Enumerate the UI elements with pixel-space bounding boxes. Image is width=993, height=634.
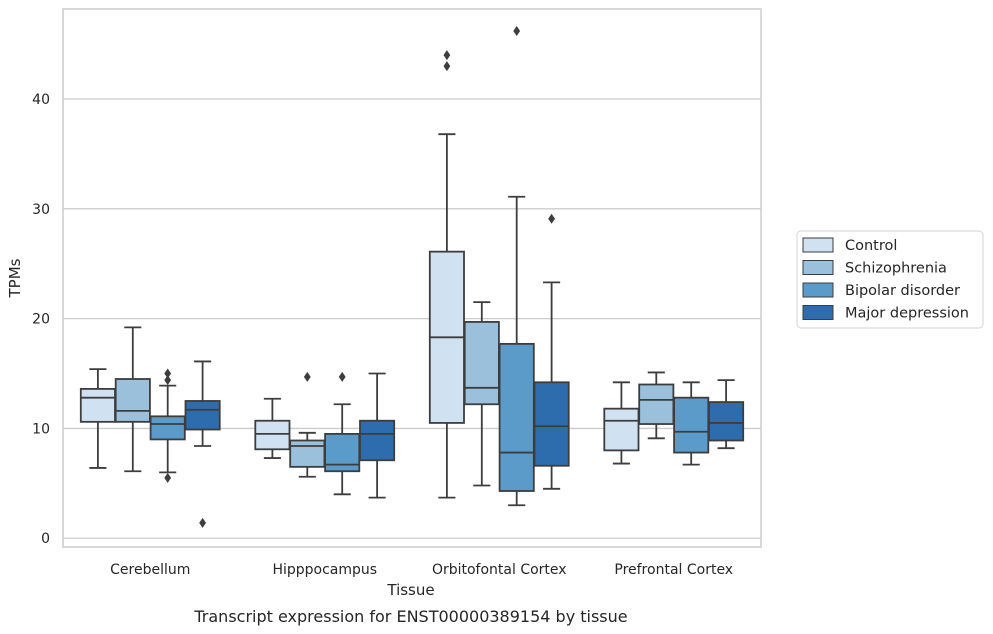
plot-frame	[62, 8, 762, 548]
legend: Control Schizophrenia Bipolar disorder Majo…	[796, 230, 984, 329]
outlier-point-bipolar-disorder	[164, 375, 172, 386]
box-group-prefrontal-cortex	[603, 371, 745, 466]
box-bipolar-disorder	[149, 415, 186, 441]
box-group-hipppocampus	[254, 371, 396, 499]
box-major-depression	[533, 381, 570, 467]
box-groups	[79, 25, 745, 528]
box-bipolar-disorder	[324, 433, 361, 473]
outlier-point-bipolar-disorder	[338, 371, 346, 382]
outlier-point-bipolar-disorder	[513, 25, 521, 36]
box-control	[79, 387, 116, 423]
legend-item-major-depression: Major depression	[802, 305, 969, 322]
x-tick-label-prefrontal-cortex: Prefrontal Cortex	[614, 562, 733, 578]
legend-swatch	[802, 282, 834, 298]
outlier-point-control	[443, 61, 451, 72]
box-control	[603, 407, 640, 452]
box-schizophrenia	[114, 378, 151, 423]
outlier-point-schizophrenia	[303, 371, 311, 382]
x-tick-label-orbitofontal-cortex: Orbitofontal Cortex	[432, 562, 567, 578]
y-tick-label: 0	[41, 531, 50, 547]
box-schizophrenia	[638, 383, 675, 425]
box-schizophrenia	[463, 321, 500, 406]
legend-item-bipolar-disorder: Bipolar disorder	[802, 282, 960, 299]
y-tick-label: 10	[32, 421, 50, 437]
legend-label: Schizophrenia	[845, 261, 947, 277]
box-control	[254, 419, 291, 451]
legend-frame	[796, 230, 984, 329]
legend-item-schizophrenia: Schizophrenia	[802, 260, 947, 277]
outlier-point-bipolar-disorder	[164, 472, 172, 483]
box-major-depression	[184, 400, 221, 431]
y-tick-label: 20	[32, 312, 50, 328]
y-axis-label: TPMs	[6, 258, 24, 298]
outlier-point-control	[443, 50, 451, 61]
outlier-point-major-depression	[548, 213, 555, 224]
legend-item-control: Control	[802, 237, 897, 254]
outlier-point-bipolar-disorder	[164, 368, 172, 379]
y-tick-labels: 0 10 20 30 40	[32, 92, 50, 547]
outlier-point-major-depression	[199, 517, 206, 528]
box-bipolar-disorder	[673, 396, 710, 454]
box-major-depression	[359, 419, 396, 462]
chart-caption: Transcript expression for ENST0000038915…	[193, 607, 627, 626]
y-tick-label: 40	[32, 92, 50, 108]
legend-label: Control	[845, 238, 897, 254]
box-schizophrenia	[289, 439, 326, 468]
legend-label: Major depression	[845, 306, 969, 322]
x-tick-label-cerebellum: Cerebellum	[110, 562, 190, 578]
legend-swatch	[802, 305, 834, 320]
legend-swatch	[802, 260, 834, 275]
box-group-orbitofontal-cortex	[428, 25, 570, 507]
x-tick-label-hipppocampus: Hipppocampus	[272, 562, 377, 578]
legend-label: Bipolar disorder	[845, 283, 960, 299]
box-major-depression	[708, 401, 745, 442]
y-tick-label: 30	[32, 202, 50, 218]
x-tick-labels: Cerebellum Hipppocampus Orbitofontal Corte…	[110, 562, 733, 578]
legend-swatch	[802, 237, 834, 253]
x-axis-label: Tissue	[386, 581, 434, 599]
box-group-cerebellum	[79, 326, 221, 528]
legend-items: Control Schizophrenia Bipolar disorder Majo…	[802, 237, 969, 322]
box-bipolar-disorder	[498, 342, 535, 492]
